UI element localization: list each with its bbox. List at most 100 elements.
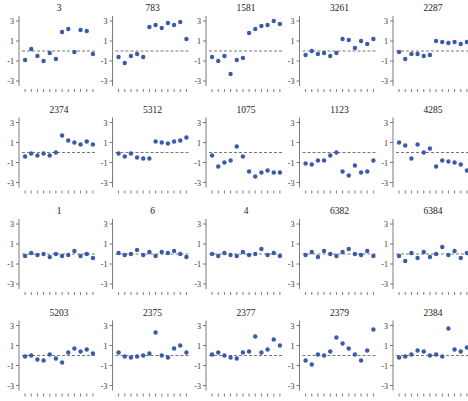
point bbox=[60, 254, 64, 258]
point bbox=[222, 160, 226, 164]
x-tick bbox=[236, 394, 237, 397]
point bbox=[434, 352, 438, 356]
point bbox=[222, 251, 226, 255]
point bbox=[465, 40, 468, 44]
reference-line bbox=[209, 355, 283, 356]
plot-area bbox=[396, 39, 468, 61]
point bbox=[353, 46, 357, 50]
x-tick bbox=[361, 191, 362, 194]
x-tick bbox=[405, 89, 406, 92]
y-tick bbox=[297, 21, 300, 22]
x-tick bbox=[74, 292, 75, 295]
reference-line bbox=[22, 51, 96, 52]
x-tick bbox=[261, 292, 262, 295]
x-tick bbox=[155, 292, 156, 295]
x-tick bbox=[373, 292, 374, 295]
point bbox=[166, 141, 170, 145]
point bbox=[272, 19, 276, 23]
x-tick bbox=[324, 292, 325, 295]
y-tick bbox=[297, 244, 300, 245]
x-axis-line bbox=[116, 393, 190, 394]
x-tick bbox=[448, 89, 449, 92]
panel: 238431-1-3 bbox=[381, 308, 468, 397]
point bbox=[166, 355, 170, 359]
point bbox=[35, 253, 39, 257]
y-tick-label: -3 bbox=[101, 382, 108, 391]
point bbox=[328, 54, 332, 58]
x-tick bbox=[242, 191, 243, 194]
point bbox=[160, 140, 164, 144]
x-tick bbox=[74, 89, 75, 92]
x-tick bbox=[118, 89, 119, 92]
x-tick bbox=[80, 394, 81, 397]
y-tick bbox=[390, 21, 393, 22]
x-tick bbox=[429, 292, 430, 295]
x-tick bbox=[212, 191, 213, 194]
panel-title: 1123 bbox=[330, 105, 349, 115]
x-tick bbox=[442, 292, 443, 295]
x-tick bbox=[130, 191, 131, 194]
point bbox=[347, 346, 351, 350]
x-tick bbox=[224, 191, 225, 194]
x-tick bbox=[311, 89, 312, 92]
point bbox=[116, 350, 120, 354]
point bbox=[340, 37, 344, 41]
y-tick-label: 3 bbox=[384, 17, 388, 26]
x-axis-line bbox=[22, 393, 96, 394]
x-tick bbox=[417, 191, 418, 194]
x-tick bbox=[143, 394, 144, 397]
x-tick bbox=[279, 89, 280, 92]
point bbox=[153, 254, 157, 258]
reference-line bbox=[303, 355, 377, 356]
y-tick-label: 1 bbox=[291, 240, 295, 249]
x-tick bbox=[336, 89, 337, 92]
x-tick bbox=[180, 292, 181, 295]
x-tick bbox=[218, 292, 219, 295]
point bbox=[459, 349, 463, 353]
panel-title: 6382 bbox=[330, 206, 349, 216]
point bbox=[153, 23, 157, 27]
x-tick bbox=[137, 292, 138, 295]
point bbox=[259, 247, 263, 251]
point bbox=[397, 355, 401, 359]
point bbox=[160, 250, 164, 254]
y-tick bbox=[390, 244, 393, 245]
point bbox=[278, 343, 282, 347]
panel: 237531-1-3 bbox=[101, 308, 190, 397]
x-tick bbox=[55, 394, 56, 397]
y-tick bbox=[297, 325, 300, 326]
y-axis-line bbox=[393, 16, 394, 86]
point bbox=[172, 346, 176, 350]
point bbox=[129, 151, 133, 155]
x-axis-line bbox=[303, 292, 377, 293]
x-tick bbox=[342, 394, 343, 397]
plot-area bbox=[22, 133, 96, 158]
x-tick bbox=[255, 394, 256, 397]
plot-area bbox=[116, 248, 190, 259]
point bbox=[129, 355, 133, 359]
y-tick bbox=[110, 224, 113, 225]
point bbox=[184, 135, 188, 139]
point bbox=[116, 55, 120, 59]
point bbox=[359, 170, 363, 174]
x-tick bbox=[460, 89, 461, 92]
point bbox=[415, 142, 419, 146]
point bbox=[210, 252, 214, 256]
point bbox=[91, 351, 95, 355]
reference-line bbox=[396, 254, 468, 255]
x-tick bbox=[342, 191, 343, 194]
point bbox=[422, 54, 426, 58]
y-tick bbox=[203, 264, 206, 265]
point bbox=[178, 252, 182, 256]
x-tick bbox=[149, 191, 150, 194]
x-tick bbox=[367, 394, 368, 397]
y-tick bbox=[110, 365, 113, 366]
x-tick bbox=[354, 89, 355, 92]
point bbox=[141, 156, 145, 160]
y-tick-label: 3 bbox=[10, 119, 14, 128]
y-axis-line bbox=[206, 219, 207, 289]
x-tick bbox=[137, 89, 138, 92]
point bbox=[465, 168, 468, 172]
x-tick bbox=[230, 394, 231, 397]
x-tick bbox=[37, 89, 38, 92]
